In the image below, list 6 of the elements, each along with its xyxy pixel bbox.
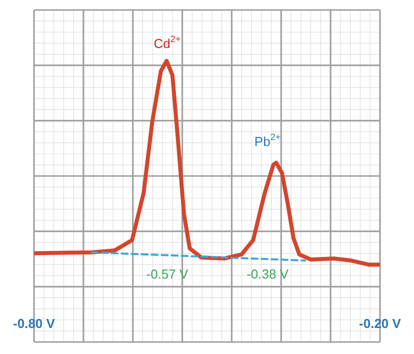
x-tick-label: -0.20 V (359, 316, 402, 331)
annotation: Pb$^{2+}$ (254, 132, 281, 150)
text: -0.57 V (146, 267, 188, 282)
x-tick-label: -0.80 V (13, 316, 56, 331)
text: Cd$^{2+}$ (154, 34, 181, 52)
text: -0.38 V (246, 267, 289, 282)
